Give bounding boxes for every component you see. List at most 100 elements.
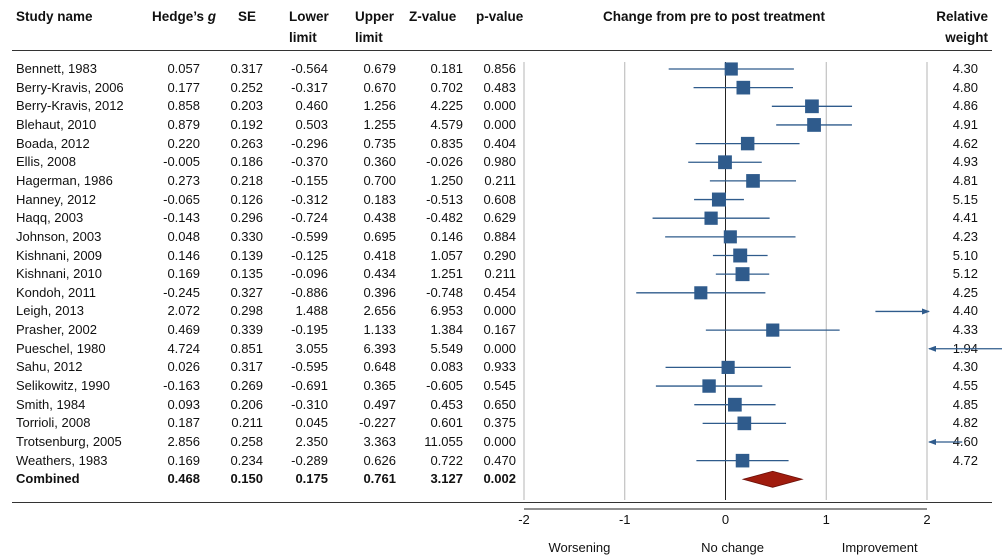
x-tick-label: 0 [722,512,729,527]
cell-z: 1.057 [430,247,463,263]
cell-g: 0.177 [167,79,200,95]
cell-weight: 4.91 [952,116,978,132]
cell-z: 6.953 [430,303,463,319]
cell-upper: 0.396 [363,284,396,300]
header-rule [12,50,992,51]
cell-z: -0.513 [426,191,463,207]
cell-weight: 4.33 [952,322,978,338]
cell-p: 0.211 [484,266,516,282]
cell-weight: 4.62 [952,135,978,151]
cell-lower: -0.595 [291,359,328,375]
cell-p: 0.454 [483,284,516,300]
cell-p: 0.980 [483,154,516,170]
cell-lower: -0.317 [291,79,328,95]
cell-upper: 0.418 [363,247,396,263]
combined-diamond [741,470,804,488]
effect-marker [724,62,738,76]
cell-weight: 4.30 [952,359,978,375]
cell-g: 0.146 [167,247,200,263]
cell-p: 0.000 [483,303,516,319]
cell-study: Bennett, 1983 [16,61,97,76]
effect-marker [728,397,742,412]
cell-se: 0.851 [230,340,263,356]
cell-g: 4.724 [167,340,200,356]
header-upper-line2: limit [355,30,383,45]
cell-upper: 1.133 [363,322,396,338]
cell-study: Pueschel, 1980 [16,340,106,356]
effect-marker [766,323,780,337]
cell-study: Kishnani, 2010 [16,266,103,282]
cell-se: 0.317 [230,61,263,76]
cell-se: 0.234 [230,452,263,468]
cell-weight: 4.93 [952,154,978,170]
cell-z: 3.127 [430,471,463,487]
cell-lower: 0.175 [295,471,328,487]
plot-title: Change from pre to post treatment [603,9,826,24]
cell-lower: 0.503 [295,116,328,132]
cell-p: 0.483 [483,79,516,95]
cell-upper: 0.695 [363,228,396,244]
header-study-name: Study name [16,9,93,24]
cell-lower: -0.724 [291,210,328,226]
cell-z: 5.549 [430,340,463,356]
cell-se: 0.186 [230,154,263,170]
cell-study: Berry-Kravis, 2012 [16,98,124,114]
cell-study: Kishnani, 2009 [16,247,103,263]
cell-g: 0.220 [167,135,200,151]
cell-z: -0.748 [426,284,463,300]
cell-z: 4.225 [430,98,463,114]
cell-upper: 0.648 [363,359,396,375]
cell-z: -0.482 [426,210,463,226]
effect-marker [694,286,708,300]
cell-weight: 5.15 [952,191,978,207]
cell-upper: 1.255 [363,116,396,132]
cell-g: 0.879 [167,116,200,132]
cell-p: 0.608 [483,191,516,207]
cell-g: 0.858 [167,98,200,114]
header-upper-limit: Upper limit [355,8,394,47]
x-tick-label: 1 [823,512,830,527]
cell-upper: 0.438 [363,210,396,226]
cell-lower: -0.296 [291,135,328,151]
cell-g: 0.026 [167,359,200,375]
cell-upper: 1.256 [363,98,396,114]
effect-marker [737,416,752,431]
header-lower-line2: limit [289,30,317,45]
cell-g: 0.057 [167,61,200,76]
cell-lower: -0.289 [291,452,328,468]
cell-weight: 4.72 [952,452,978,468]
cell-study: Selikowitz, 1990 [16,378,110,394]
cell-se: 0.150 [230,471,263,487]
cell-g: 0.469 [167,322,200,338]
cell-lower: -0.691 [291,378,328,394]
cell-study: Boada, 2012 [16,135,90,151]
cell-upper: 0.626 [363,452,396,468]
cell-g: -0.143 [163,210,200,226]
cell-se: 0.126 [230,191,263,207]
cell-p: 0.545 [483,378,516,394]
cell-upper: 0.679 [363,61,396,76]
cell-z: 11.055 [424,434,463,449]
cell-p: 0.404 [483,135,516,151]
cell-weight: 4.82 [952,415,978,431]
cell-upper: 2.656 [363,303,396,319]
cell-g: 0.468 [167,471,200,487]
cell-study: Ellis, 2008 [16,154,76,170]
cell-z: 0.453 [430,396,463,412]
header-weight-line1: Relative [936,9,988,24]
cell-se: 0.298 [230,303,263,319]
effect-marker [740,136,755,151]
effect-marker [723,230,737,244]
cell-p: 0.290 [483,247,516,263]
cell-z: 0.601 [430,415,463,431]
effect-marker [807,118,821,132]
cell-upper: 6.393 [363,340,396,356]
effect-marker [733,248,748,263]
cell-upper: 0.670 [363,79,396,95]
effect-marker [735,267,750,282]
cell-lower: 0.045 [295,415,328,431]
cell-p: 0.650 [483,396,516,412]
footer-rule [12,502,992,503]
cell-se: 0.252 [230,79,263,95]
